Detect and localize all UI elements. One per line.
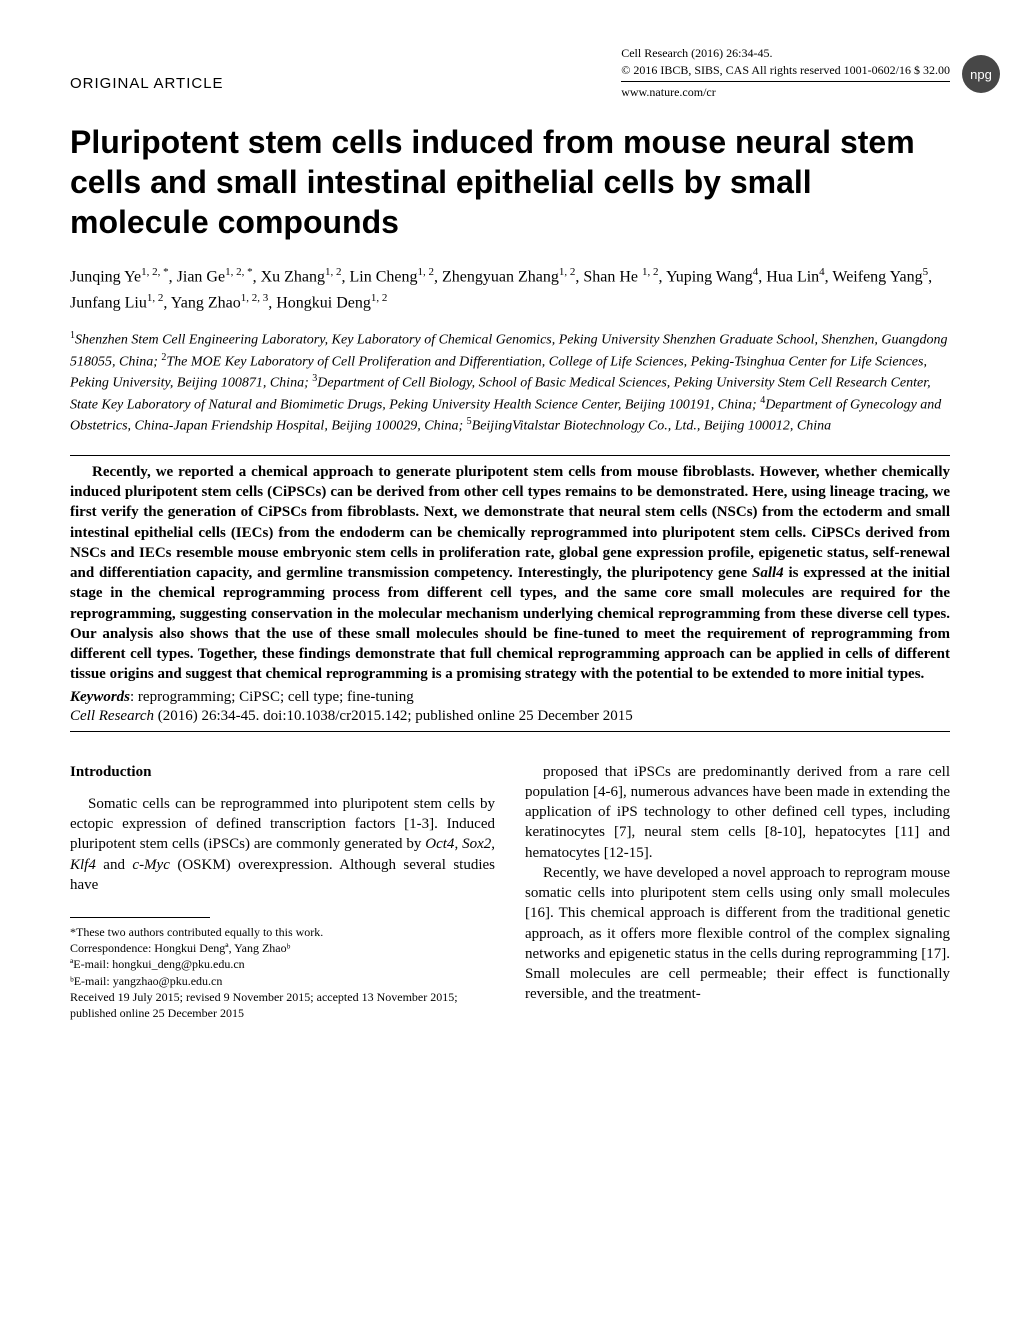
article-title: Pluripotent stem cells induced from mous… [70,122,950,242]
article-type: ORIGINAL ARTICLE [70,75,224,92]
npg-badge-icon: npg [962,55,1000,93]
page-header: ORIGINAL ARTICLE Cell Research (2016) 26… [70,45,950,100]
introduction-heading: Introduction [70,762,495,782]
abstract-block: Recently, we reported a chemical approac… [70,462,950,685]
journal-citation: Cell Research (2016) 26:34-45. [621,45,950,62]
footnotes: *These two authors contributed equally t… [70,924,495,1021]
copyright-line: © 2016 IBCB, SIBS, CAS All rights reserv… [621,62,950,79]
footnote-email-a: ªE-mail: hongkui_deng@pku.edu.cn [70,956,495,972]
citation-line: Cell Research (2016) 26:34-45. doi:10.10… [70,708,950,725]
footnote-dates: Received 19 July 2015; revised 9 Novembe… [70,989,495,1021]
keywords-line: Keywords: reprogramming; CiPSC; cell typ… [70,689,950,706]
citation-rest: (2016) 26:34-45. doi:10.1038/cr2015.142;… [154,708,633,724]
author-list: Junqing Ye1, 2, *, Jian Ge1, 2, *, Xu Zh… [70,264,950,315]
footnote-equal: *These two authors contributed equally t… [70,924,495,940]
citation-journal: Cell Research [70,708,154,724]
intro-paragraph-2: proposed that iPSCs are predominantly de… [525,762,950,863]
intro-paragraph-3: Recently, we have developed a novel appr… [525,863,950,1005]
abstract-text: Recently, we reported a chemical approac… [70,462,950,685]
journal-url: www.nature.com/cr [621,81,950,101]
abstract-bottom-rule [70,731,950,732]
journal-info: Cell Research (2016) 26:34-45. © 2016 IB… [621,45,950,100]
abstract-top-rule [70,455,950,456]
left-column: Introduction Somatic cells can be reprog… [70,762,495,1022]
keywords-label: Keywords [70,689,130,705]
body-columns: Introduction Somatic cells can be reprog… [70,762,950,1022]
right-column: proposed that iPSCs are predominantly de… [525,762,950,1022]
footnote-rule [70,917,210,918]
footnote-email-b: ᵇE-mail: yangzhao@pku.edu.cn [70,973,495,989]
footnote-correspondence: Correspondence: Hongkui Dengª, Yang Zhao… [70,940,495,956]
keywords-text: : reprogramming; CiPSC; cell type; fine-… [130,689,414,705]
affiliations: 1Shenzhen Stem Cell Engineering Laborato… [70,329,950,437]
intro-paragraph-1: Somatic cells can be reprogrammed into p… [70,794,495,895]
journal-header: Cell Research (2016) 26:34-45. © 2016 IB… [621,45,950,100]
